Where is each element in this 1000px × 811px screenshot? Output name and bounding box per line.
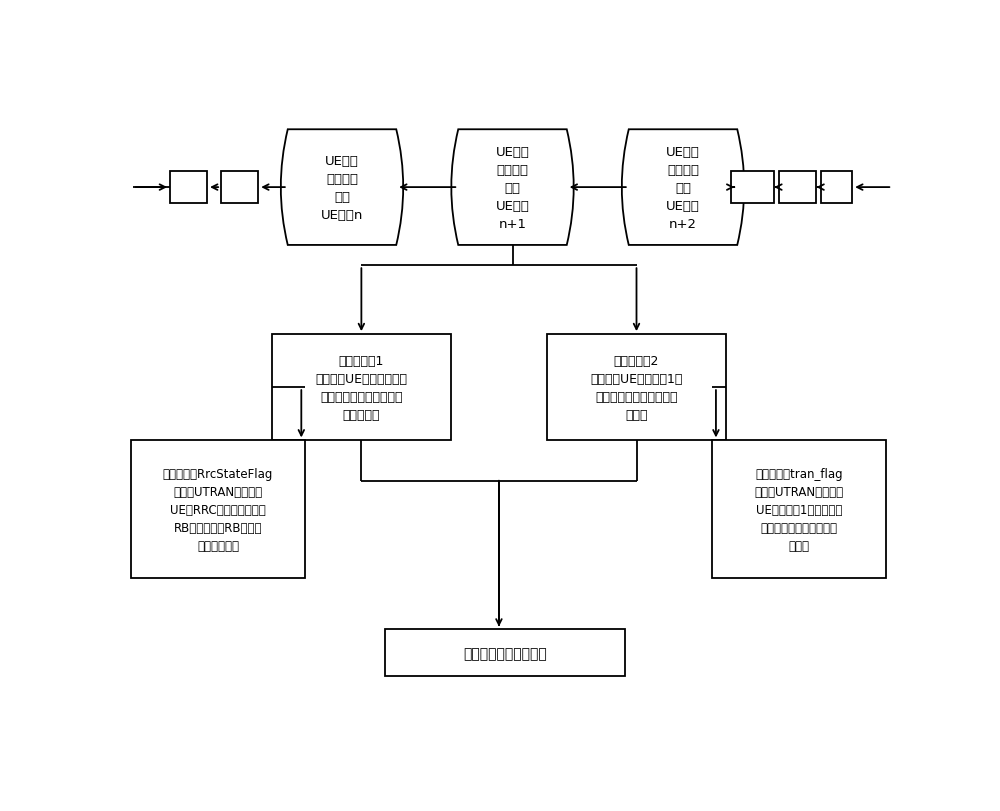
PathPatch shape	[281, 130, 403, 246]
Bar	[170, 172, 207, 204]
Bar	[385, 629, 625, 676]
Text: UE无线
资源管理
记录
UE标识
n+2: UE无线 资源管理 记录 UE标识 n+2	[666, 145, 700, 230]
Bar	[272, 335, 450, 440]
Text: 状态转移表2
记录了该UE除状态表1中
所记录外状态外的其余状
态情况: 状态转移表2 记录了该UE除状态表1中 所记录外状态外的其余状 态情况	[590, 354, 683, 421]
PathPatch shape	[451, 130, 574, 246]
Text: 状态标记位RrcStateFlag
记录了UTRAN侧对于该
UE的RRC连接释放信令、
RB建立信令及RB释放信
令的处理信息: 状态标记位RrcStateFlag 记录了UTRAN侧对于该 UE的RRC连接释…	[163, 467, 273, 552]
Bar	[821, 172, 852, 204]
Text: 状态转移表1
记录了该UE在无线资源控
制及无线承载过程中目前
所处的状态: 状态转移表1 记录了该UE在无线资源控 制及无线承载过程中目前 所处的状态	[315, 354, 407, 421]
PathPatch shape	[622, 130, 744, 246]
Text: 状态标记位tran_flag
记录了UTRAN侧对于该
UE除状态表1中有关信令
之外的其余交互信令的处
理信息: 状态标记位tran_flag 记录了UTRAN侧对于该 UE除状态表1中有关信令…	[755, 467, 844, 552]
Text: UE无线
资源管理
记录
UE标识n: UE无线 资源管理 记录 UE标识n	[321, 154, 363, 221]
Bar	[547, 335, 726, 440]
Text: 信令处理、发送函数库: 信令处理、发送函数库	[463, 646, 547, 660]
Bar	[779, 172, 816, 204]
Bar	[131, 440, 305, 578]
Text: UE无线
资源管理
记录
UE标识
n+1: UE无线 资源管理 记录 UE标识 n+1	[496, 145, 529, 230]
Bar	[712, 440, 886, 578]
Bar	[731, 172, 774, 204]
Bar	[221, 172, 258, 204]
